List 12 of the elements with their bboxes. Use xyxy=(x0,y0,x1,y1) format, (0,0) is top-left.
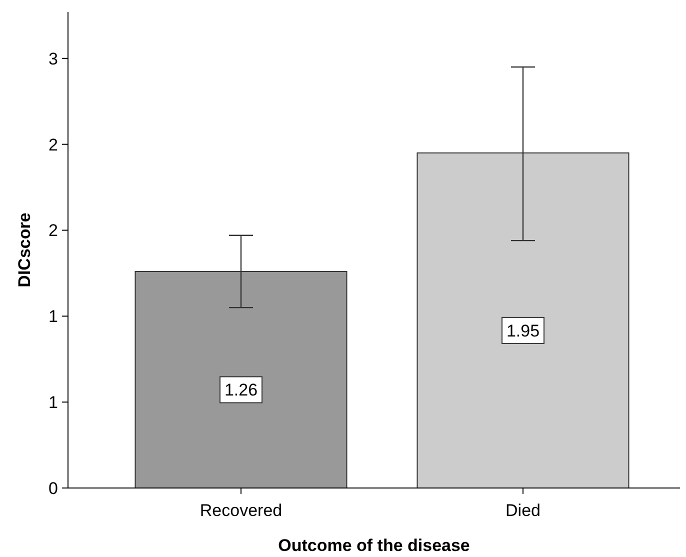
x-axis-title: Outcome of the disease xyxy=(278,536,470,555)
data-label: 1.95 xyxy=(506,321,540,340)
y-axis-title: DICscore xyxy=(15,212,34,288)
y-tick-label: 3 xyxy=(48,49,58,68)
y-tick-label: 1 xyxy=(48,307,58,326)
x-tick-label: Recovered xyxy=(200,501,282,520)
data-label: 1.26 xyxy=(224,380,258,400)
y-tick-label: 1 xyxy=(48,393,58,412)
x-tick-label: Died xyxy=(506,501,540,520)
y-tick-label: 2 xyxy=(48,221,58,240)
y-tick-label: 2 xyxy=(48,135,58,154)
y-tick-label: 0 xyxy=(48,479,58,498)
